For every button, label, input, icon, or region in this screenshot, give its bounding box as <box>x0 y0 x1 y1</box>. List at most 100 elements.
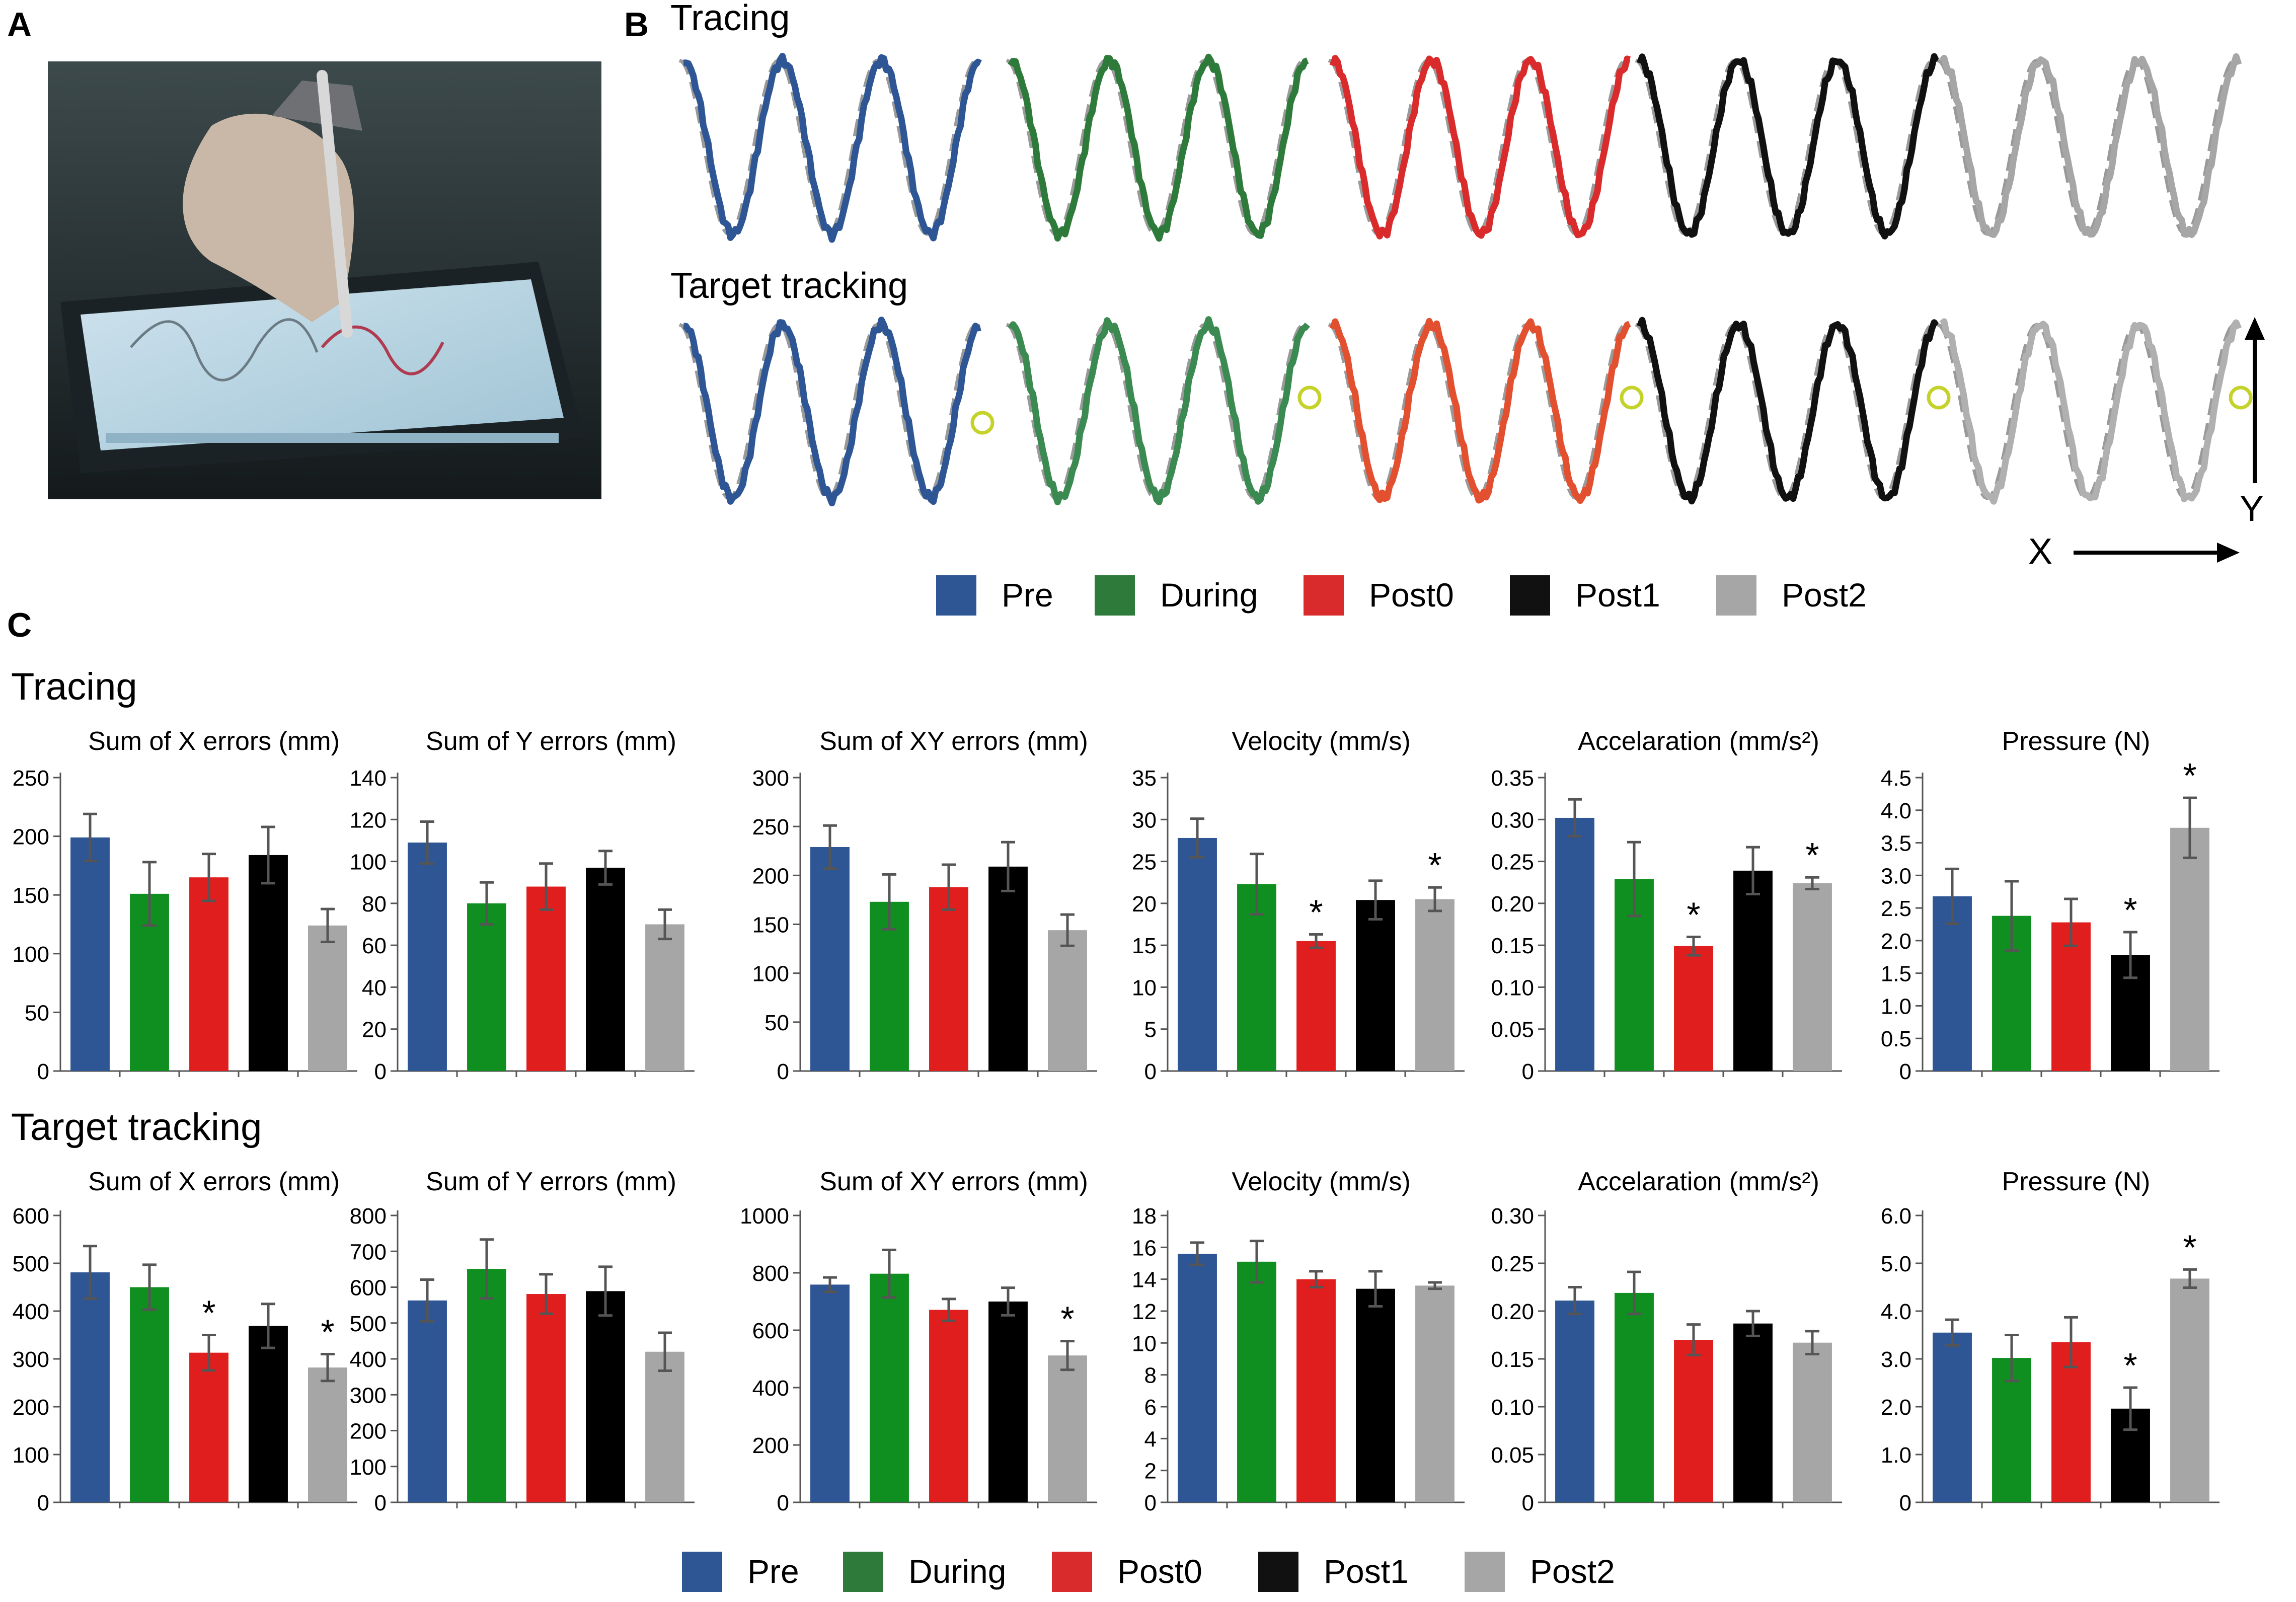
y-tick-label: 600 <box>752 1319 789 1343</box>
y-tick-label: 0 <box>777 1491 789 1515</box>
y-tick-label: 25 <box>1132 850 1157 875</box>
reference-trace <box>1006 323 1305 500</box>
y-tick-label: 400 <box>13 1300 49 1324</box>
bar-during <box>1237 1261 1276 1502</box>
bar-post0 <box>1674 946 1713 1071</box>
y-tick-label: 0 <box>1522 1491 1534 1515</box>
y-tick-label: 1.0 <box>1881 994 1911 1019</box>
significance-star: * <box>1428 846 1441 885</box>
y-tick-label: 300 <box>350 1383 387 1408</box>
y-tick-label: 12 <box>1132 1300 1157 1324</box>
y-tick-label: 2.0 <box>1881 1395 1911 1420</box>
bar-during <box>1615 1292 1654 1502</box>
y-tick-label: 150 <box>13 883 49 908</box>
y-tick-label: 700 <box>350 1240 387 1264</box>
bar-pre <box>70 1272 110 1502</box>
bar-post2 <box>645 924 684 1071</box>
y-tick-label: 0 <box>374 1059 387 1084</box>
y-tick-label: 300 <box>752 766 789 791</box>
bar-post2 <box>1415 899 1455 1071</box>
y-tick-label: 800 <box>752 1261 789 1286</box>
bar-post1 <box>249 855 288 1071</box>
y-tick-label: 200 <box>13 825 49 850</box>
chart-title: Sum of X errors (mm) <box>88 1167 340 1196</box>
y-tick-label: 0.25 <box>1491 1252 1534 1276</box>
bar-pre <box>408 843 447 1071</box>
y-tick-label: 6 <box>1144 1395 1157 1420</box>
y-tick-label: 14 <box>1132 1268 1157 1292</box>
legend-bottom: Pre During Post0 Post1 Post2 <box>682 1552 1615 1592</box>
legend-swatch <box>1095 575 1135 616</box>
y-tick-label: 600 <box>13 1204 49 1229</box>
significance-star: * <box>1805 835 1819 875</box>
chart-title: Sum of XY errors (mm) <box>819 727 1088 756</box>
reference-trace <box>678 323 977 500</box>
legend-swatch <box>843 1552 883 1592</box>
y-tick-label: 100 <box>752 962 789 986</box>
bar-post0 <box>189 877 228 1071</box>
bar-post2 <box>645 1351 684 1502</box>
y-tick-label: 0.05 <box>1491 1018 1534 1042</box>
significance-star: * <box>2123 1346 2137 1385</box>
y-tick-label: 100 <box>13 1443 49 1468</box>
y-tick-label: 0.35 <box>1491 766 1534 791</box>
chart-title: Sum of Y errors (mm) <box>426 727 676 756</box>
chart-title: Accelaration (mm/s²) <box>1578 1167 1819 1196</box>
y-tick-label: 50 <box>25 1001 49 1025</box>
c-target-title: Target tracking <box>11 1106 262 1149</box>
bar-post1 <box>586 1291 625 1502</box>
y-tick-label: 1.0 <box>1881 1443 1911 1468</box>
bar-chart: Sum of Y errors (mm) 0 100 200 300 400 500 600 7… <box>350 1167 695 1515</box>
legend-label: Post0 <box>1117 1553 1202 1590</box>
significance-star: * <box>2183 1228 2196 1267</box>
legend-swatch <box>1258 1552 1298 1592</box>
y-tick-label: 100 <box>350 1455 387 1480</box>
bar-post1 <box>988 866 1028 1071</box>
bar-chart: Velocity (mm/s) 0 5 10 15 20 25 30 35 * * <box>1132 727 1465 1084</box>
y-tick-label: 0.15 <box>1491 1347 1534 1372</box>
y-tick-label: 0 <box>777 1059 789 1084</box>
panel-label-c: C <box>7 606 32 644</box>
legend-swatch <box>1052 1552 1092 1592</box>
y-tick-label: 150 <box>752 913 789 938</box>
panel-label-a: A <box>7 6 32 44</box>
bar-post1 <box>1356 900 1395 1071</box>
target-marker <box>2229 386 2253 410</box>
bar-post1 <box>249 1326 288 1502</box>
significance-star: * <box>2183 756 2196 795</box>
reference-trace <box>1328 58 1627 236</box>
bar-pre <box>408 1300 447 1502</box>
y-tick-label: 0.20 <box>1491 892 1534 917</box>
legend-label: Post1 <box>1324 1553 1409 1590</box>
y-tick-label: 0 <box>37 1491 49 1515</box>
y-tick-label: 2.0 <box>1881 929 1911 954</box>
bar-during <box>130 1287 169 1502</box>
y-tick-label: 8 <box>1144 1363 1157 1388</box>
y-tick-label: 0.25 <box>1491 850 1534 875</box>
y-tick-label: 0 <box>1522 1059 1534 1084</box>
bar-chart: Sum of Y errors (mm) 0 20 40 60 80 100 120 140 <box>350 727 695 1084</box>
bar-post2 <box>1048 1355 1087 1502</box>
y-tick-label: 400 <box>752 1376 789 1401</box>
user-trace <box>1008 316 1311 505</box>
bar-post0 <box>1296 1279 1336 1502</box>
bar-chart: Sum of XY errors (mm) 0 200 400 600 800 1000 * <box>740 1167 1097 1515</box>
y-tick-label: 0 <box>1899 1059 1911 1084</box>
chart-title: Sum of XY errors (mm) <box>819 1167 1088 1196</box>
y-tick-label: 4.5 <box>1881 766 1911 791</box>
y-tick-label: 400 <box>350 1347 387 1372</box>
target-marker <box>1927 386 1951 410</box>
chart-title: Velocity (mm/s) <box>1232 1167 1410 1196</box>
user-trace <box>1008 53 1309 242</box>
y-tick-label: 250 <box>13 766 49 791</box>
bar-chart: Pressure (N) 0 1.0 2.0 3.0 4.0 5.0 6.0 * * <box>1881 1167 2220 1515</box>
y-tick-label: 50 <box>764 1011 789 1035</box>
panel-label-b: B <box>624 6 649 44</box>
y-tick-label: 0 <box>1144 1059 1157 1084</box>
y-tick-label: 6.0 <box>1881 1204 1911 1229</box>
y-tick-label: 250 <box>752 815 789 840</box>
bar-pre <box>70 837 110 1071</box>
chart-title: Pressure (N) <box>2002 1167 2151 1196</box>
legend-swatch <box>1510 575 1550 616</box>
y-tick-label: 15 <box>1132 934 1157 958</box>
